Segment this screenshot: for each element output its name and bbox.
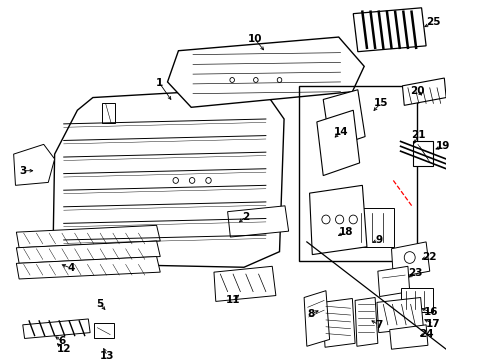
Polygon shape (392, 242, 430, 278)
Circle shape (230, 77, 234, 82)
Circle shape (173, 177, 178, 183)
Text: 10: 10 (247, 34, 262, 44)
Text: 13: 13 (100, 351, 115, 360)
Polygon shape (228, 206, 289, 237)
Polygon shape (402, 78, 446, 105)
Polygon shape (214, 266, 276, 301)
Polygon shape (353, 8, 426, 52)
Circle shape (189, 177, 195, 183)
Circle shape (277, 77, 282, 82)
Polygon shape (16, 257, 160, 279)
Polygon shape (16, 225, 160, 248)
Circle shape (206, 177, 211, 183)
Polygon shape (481, 251, 490, 300)
Text: 6: 6 (58, 336, 66, 346)
Circle shape (336, 215, 343, 224)
Bar (94, 323, 114, 338)
Text: 11: 11 (226, 296, 240, 305)
Bar (414, 141, 433, 166)
Text: 22: 22 (422, 252, 437, 261)
Text: 18: 18 (339, 227, 353, 237)
Text: 19: 19 (436, 141, 451, 151)
Circle shape (349, 215, 357, 224)
Polygon shape (355, 208, 394, 247)
Polygon shape (16, 241, 160, 264)
Text: 8: 8 (308, 309, 315, 319)
Text: 9: 9 (375, 235, 382, 245)
Text: 24: 24 (419, 329, 434, 339)
Text: 12: 12 (56, 344, 71, 354)
Text: 20: 20 (410, 86, 424, 96)
Polygon shape (317, 110, 360, 176)
Polygon shape (377, 297, 423, 333)
Text: 17: 17 (426, 319, 441, 329)
Polygon shape (378, 266, 410, 297)
Text: 23: 23 (408, 268, 422, 278)
Text: 15: 15 (373, 98, 388, 108)
Circle shape (322, 215, 330, 224)
Bar (298, 86, 417, 261)
Polygon shape (323, 90, 365, 148)
Text: 7: 7 (375, 320, 383, 330)
Polygon shape (390, 325, 428, 349)
Text: 1: 1 (156, 78, 163, 88)
Text: 2: 2 (242, 212, 249, 221)
Polygon shape (23, 319, 90, 338)
Text: 21: 21 (412, 130, 426, 140)
Polygon shape (310, 185, 367, 255)
Bar (401, 288, 433, 312)
Text: 4: 4 (67, 263, 74, 273)
Text: 3: 3 (19, 166, 26, 176)
Polygon shape (355, 297, 378, 346)
Text: 25: 25 (426, 17, 441, 27)
Polygon shape (53, 88, 284, 267)
Polygon shape (14, 144, 54, 185)
Text: 16: 16 (423, 307, 438, 317)
Circle shape (404, 252, 415, 264)
Polygon shape (304, 291, 330, 346)
Polygon shape (168, 37, 364, 107)
Bar (102, 103, 115, 123)
Text: 14: 14 (334, 127, 349, 137)
Circle shape (253, 77, 258, 82)
Polygon shape (322, 298, 355, 347)
Text: 5: 5 (97, 299, 104, 309)
